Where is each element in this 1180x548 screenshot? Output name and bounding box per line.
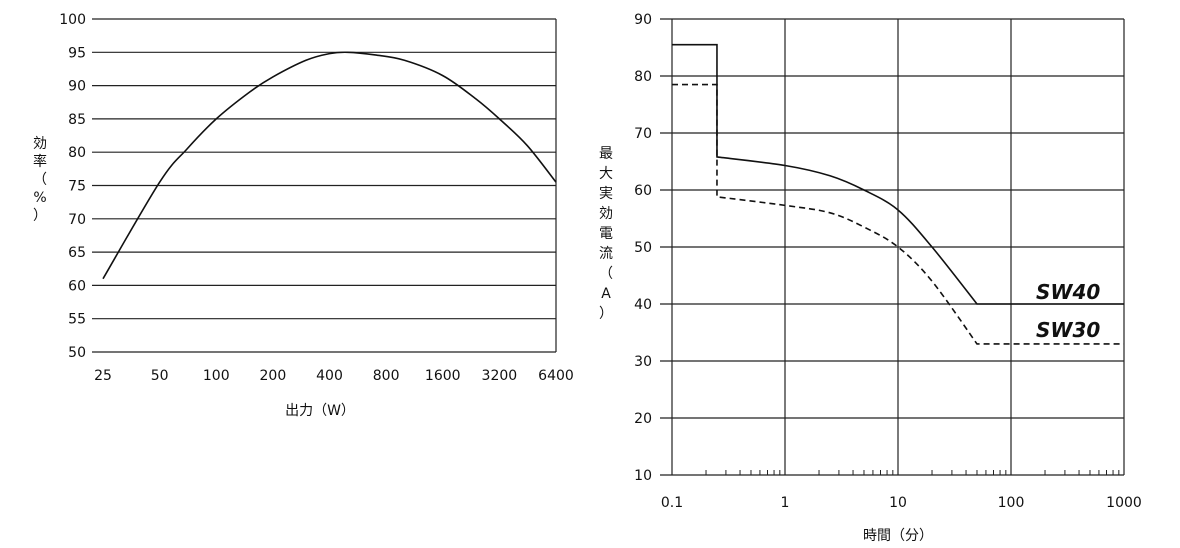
y-tick-label: 50 <box>68 345 86 361</box>
y-label-char: 効 <box>599 206 613 222</box>
x-tick-label: 50 <box>151 368 169 384</box>
x-tick-label: 10 <box>889 495 907 511</box>
x-tick-label: 1000 <box>1106 495 1142 511</box>
efficiency-curve <box>102 51 557 280</box>
y-label-char: 流 <box>599 246 613 262</box>
x-tick-label: 25 <box>94 368 112 384</box>
y-tick-label: 90 <box>68 79 86 95</box>
efficiency-y-ticks: 50 55 60 65 70 75 80 85 90 95 100 <box>59 12 86 361</box>
current-grid <box>660 18 1125 476</box>
current-y-ticks: 10 20 30 40 50 60 70 80 90 <box>634 12 652 484</box>
y-tick-label: 70 <box>68 212 86 228</box>
x-tick-label: 800 <box>373 368 400 384</box>
efficiency-y-label: 効率 （% ） <box>33 136 47 224</box>
y-label-char: 電 <box>599 226 613 242</box>
current-x-ticks: 0.1 1 10 100 1000 <box>661 495 1142 511</box>
y-label-char: 実 <box>599 186 613 202</box>
x-tick-label: 100 <box>998 495 1025 511</box>
y-tick-label: 20 <box>634 411 652 427</box>
y-label-char: 大 <box>599 166 613 182</box>
y-label-char: （ <box>33 172 47 188</box>
y-tick-label: 40 <box>634 297 652 313</box>
y-label-char: 最 <box>599 146 613 162</box>
efficiency-x-ticks: 25 50 100 200 400 800 1600 3200 6400 <box>94 368 574 384</box>
x-tick-label: 400 <box>316 368 343 384</box>
y-label-char: ） <box>33 208 47 224</box>
y-tick-label: 85 <box>68 112 86 128</box>
y-tick-label: 10 <box>634 468 652 484</box>
y-label-char: 効 <box>33 136 47 152</box>
y-tick-label: 30 <box>634 354 652 370</box>
y-label-char: % <box>33 190 46 206</box>
y-tick-label: 100 <box>59 12 86 28</box>
y-tick-label: 70 <box>634 126 652 142</box>
y-label-char: ） <box>599 306 613 322</box>
x-tick-label: 6400 <box>538 368 574 384</box>
x-tick-label: 100 <box>203 368 230 384</box>
y-tick-label: 60 <box>68 278 86 294</box>
efficiency-x-label: 出力（W） <box>285 403 355 419</box>
efficiency-grid <box>92 18 557 353</box>
sw30-label: SW30 <box>1036 318 1100 342</box>
current-x-label: 時間（分） <box>863 528 933 544</box>
y-tick-label: 95 <box>68 45 86 61</box>
y-tick-label: 50 <box>634 240 652 256</box>
y-tick-label: 75 <box>68 179 86 195</box>
efficiency-chart: 50 55 60 65 70 75 80 85 90 95 100 25 50 100 200 400 800… <box>33 12 574 419</box>
y-tick-label: 55 <box>68 312 86 328</box>
x-tick-label: 1 <box>781 495 790 511</box>
sw40-label: SW40 <box>1036 280 1100 304</box>
y-label-char: （ <box>599 266 613 282</box>
y-tick-label: 90 <box>634 12 652 28</box>
y-label-char: A <box>601 286 611 302</box>
y-tick-label: 80 <box>68 145 86 161</box>
x-tick-label: 1600 <box>425 368 461 384</box>
x-tick-label: 0.1 <box>661 495 683 511</box>
y-label-char: 率 <box>33 153 47 170</box>
x-tick-label: 3200 <box>482 368 518 384</box>
y-tick-label: 60 <box>634 183 652 199</box>
y-tick-label: 65 <box>68 245 86 261</box>
sw40-curve <box>672 43 1124 305</box>
x-tick-label: 200 <box>260 368 287 384</box>
y-tick-label: 80 <box>634 69 652 85</box>
